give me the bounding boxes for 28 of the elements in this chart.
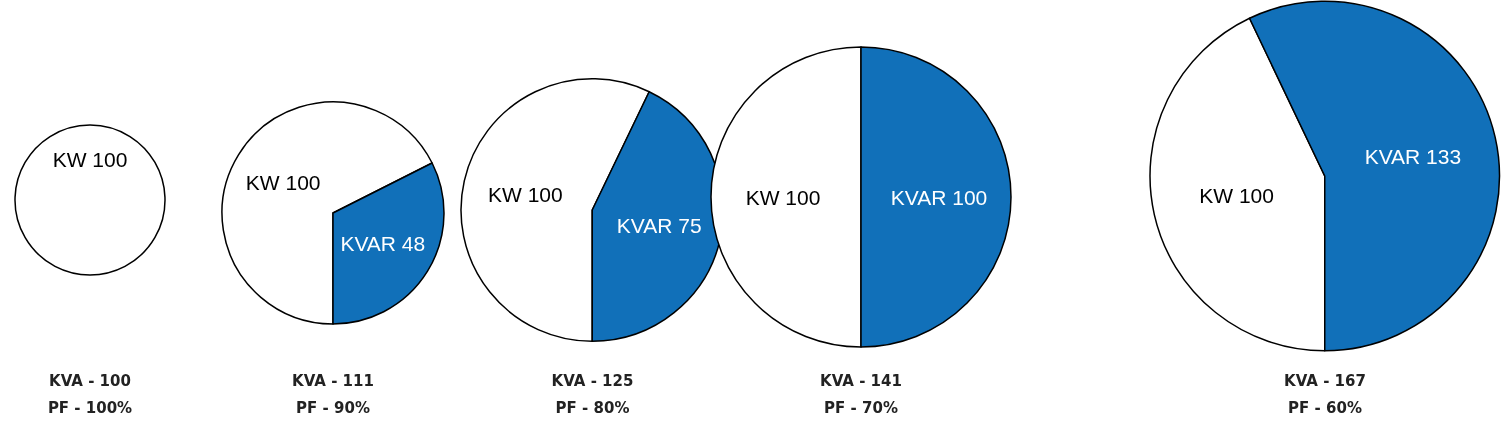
data-label: 48 xyxy=(401,232,426,256)
slice-label: KVAR xyxy=(340,232,397,256)
text: PF - 90% xyxy=(296,398,370,417)
slice-label: KVAR xyxy=(890,185,947,209)
text: KVA - 125 xyxy=(551,371,634,390)
text: PF - 80% xyxy=(555,398,630,417)
data-label: 100 xyxy=(785,185,821,209)
text: KVA - 100 xyxy=(49,371,131,390)
slice-label: KVAR xyxy=(1364,144,1421,168)
text: KVA - 141 xyxy=(820,371,902,390)
data-label: 100 xyxy=(1239,184,1275,208)
text: KVA - 167 xyxy=(1284,371,1367,390)
text: PF - 60% xyxy=(1288,398,1363,417)
text: PF - 100% xyxy=(47,398,133,417)
slice-label: KVAR xyxy=(616,213,673,237)
slice-label: KW xyxy=(52,148,87,171)
data-label: 75 xyxy=(677,213,702,237)
data-label: 100 xyxy=(952,185,988,209)
slice-label: KW xyxy=(245,170,280,194)
text: KVA - 111 xyxy=(292,371,374,390)
slice-label: KW xyxy=(1199,184,1234,208)
data-label: 133 xyxy=(1426,144,1462,168)
data-label: 100 xyxy=(527,183,563,207)
slice-label: KW xyxy=(745,185,780,209)
text: PF - 70% xyxy=(824,398,898,417)
data-label: 100 xyxy=(92,148,128,171)
slice-label: KW xyxy=(487,183,522,207)
data-label: 100 xyxy=(285,170,321,194)
